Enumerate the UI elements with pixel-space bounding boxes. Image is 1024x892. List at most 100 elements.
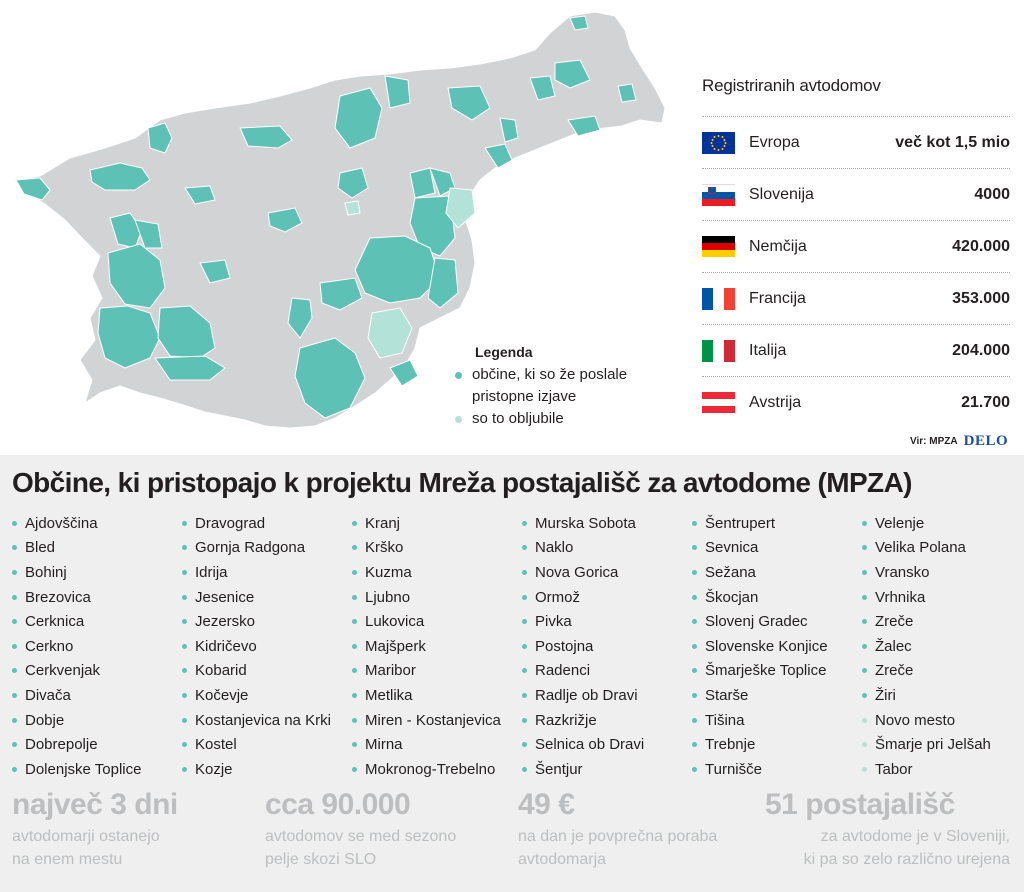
bullet-icon — [692, 520, 697, 526]
municipality-name: Postojna — [535, 637, 594, 655]
registry-name: Evropa — [749, 133, 800, 151]
municipality-name: Šmarješke Toplice — [705, 662, 827, 680]
map-region-sent — [447, 85, 491, 121]
map-region-sent — [389, 359, 419, 387]
municipality-item: Cerknica — [12, 609, 182, 634]
municipality-name: Metlika — [365, 686, 413, 704]
municipality-item: Kostel — [182, 732, 352, 757]
municipality-item: Tišina — [692, 708, 862, 733]
bullet-icon — [522, 569, 527, 575]
legend-dot-sent — [455, 372, 462, 379]
municipality-name: Majšperk — [365, 637, 426, 655]
bullet-icon — [182, 643, 187, 649]
municipality-item: Razkrižje — [522, 708, 692, 733]
top-panel: Legenda občine, ki so že poslale pristop… — [12, 11, 1010, 450]
municipality-name: Trebnje — [705, 736, 756, 754]
municipality-item: Vrhnika — [862, 585, 1012, 610]
bullet-icon — [182, 619, 187, 625]
municipality-name: Sežana — [705, 563, 756, 581]
bullet-icon — [352, 545, 357, 551]
bullet-icon — [182, 594, 187, 600]
bullet-icon — [352, 594, 357, 600]
municipality-name: Kobarid — [195, 662, 247, 680]
municipality-item: Ormož — [522, 585, 692, 610]
bullet-icon — [12, 619, 17, 625]
france-flag-icon — [702, 287, 735, 310]
bullet-icon — [692, 545, 697, 551]
bullet-icon — [862, 717, 867, 723]
municipality-name: Tišina — [705, 711, 745, 729]
map-region-sent — [294, 337, 366, 419]
municipality-name: Sevnica — [705, 539, 759, 557]
municipality-item: Trebnje — [692, 732, 862, 757]
map-region-sent — [499, 117, 519, 143]
bullet-icon — [862, 643, 867, 649]
municipality-name: Zreče — [875, 613, 914, 631]
municipality-name: Šentrupert — [705, 514, 776, 532]
municipality-name: Bled — [25, 539, 56, 557]
map-region-sent — [409, 167, 436, 199]
municipality-name: Ormož — [535, 588, 580, 606]
bullet-icon — [12, 569, 17, 575]
municipality-item: Radlje ob Dravi — [522, 683, 692, 708]
municipality-item: Dobje — [12, 708, 182, 733]
registry-name: Italija — [749, 341, 787, 359]
municipality-name: Kočevje — [195, 686, 249, 704]
legend-item-sent: občine, ki so že poslale pristopne izjav… — [455, 364, 655, 408]
slovenia-map — [12, 11, 666, 429]
stat-campers: cca 90.000 avtodomov se med sezono pelje… — [265, 787, 495, 871]
source-credit: Vir: MPZA DELO — [910, 433, 1008, 450]
stat-big: cca 90.000 — [265, 788, 411, 821]
municipality-name: Selnica ob Dravi — [535, 736, 645, 754]
municipality-item: Žalec — [862, 634, 1012, 659]
registry-row: Italija 204.000 — [702, 324, 1010, 376]
bullet-icon — [352, 619, 357, 625]
map-region-promised — [344, 200, 361, 216]
municipality-name: Nova Gorica — [535, 563, 619, 581]
municipality-name: Velenje — [875, 514, 925, 532]
stat-line: avtodomarja — [518, 851, 607, 868]
bullet-icon — [522, 717, 527, 723]
municipality-item: Majšperk — [352, 634, 522, 659]
registry-row: Francija 353.000 — [702, 272, 1010, 324]
registry-row: Avstrija 21.700 — [702, 376, 1010, 428]
map-region-sent — [617, 83, 637, 103]
map-region-sent — [384, 75, 411, 109]
registry-value: 204.000 — [952, 341, 1010, 359]
stat-line: avtodomarji ostanejo — [12, 828, 160, 845]
municipality-item: Jezersko — [182, 609, 352, 634]
bullet-icon — [522, 766, 527, 772]
registry-title: Registriranih avtodomov — [702, 76, 881, 95]
municipality-item: Selnica ob Dravi — [522, 732, 692, 757]
map-region-sent — [334, 87, 383, 149]
bullet-icon — [12, 692, 17, 698]
municipality-name: Žalec — [875, 637, 912, 655]
municipality-name: Miren - Kostanjevica — [365, 711, 501, 729]
municipality-item: Ajdovščina — [12, 511, 182, 536]
municipality-item: Kostanjevica na Krki — [182, 708, 352, 733]
bullet-icon — [182, 692, 187, 698]
stat-line: pelje skozi SLO — [265, 851, 377, 868]
municipality-item: Krško — [352, 536, 522, 561]
municipality-name: Dolenjske Toplice — [25, 760, 142, 778]
municipality-name: Novo mesto — [875, 711, 956, 729]
map-region-sent — [199, 259, 231, 284]
map-region-sent — [319, 277, 363, 311]
bullet-icon — [182, 742, 187, 748]
source-label: Vir: MPZA — [910, 436, 958, 447]
bullet-icon — [692, 766, 697, 772]
germany-flag-icon — [702, 235, 735, 258]
municipality-item: Kidričevo — [182, 634, 352, 659]
map-region-sent — [147, 122, 173, 154]
municipality-item: Lukovica — [352, 609, 522, 634]
map-region-sent — [529, 75, 556, 101]
bullet-icon — [862, 545, 867, 551]
municipality-item: Kočevje — [182, 683, 352, 708]
municipality-item: Tabor — [862, 757, 1012, 782]
bullet-icon — [182, 717, 187, 723]
map-region-sent — [484, 143, 513, 169]
bullet-icon — [12, 742, 17, 748]
municipality-name: Šmarje pri Jelšah — [875, 736, 991, 754]
registry-value: več kot 1,5 mio — [895, 133, 1010, 151]
map-region-sent — [107, 243, 166, 309]
